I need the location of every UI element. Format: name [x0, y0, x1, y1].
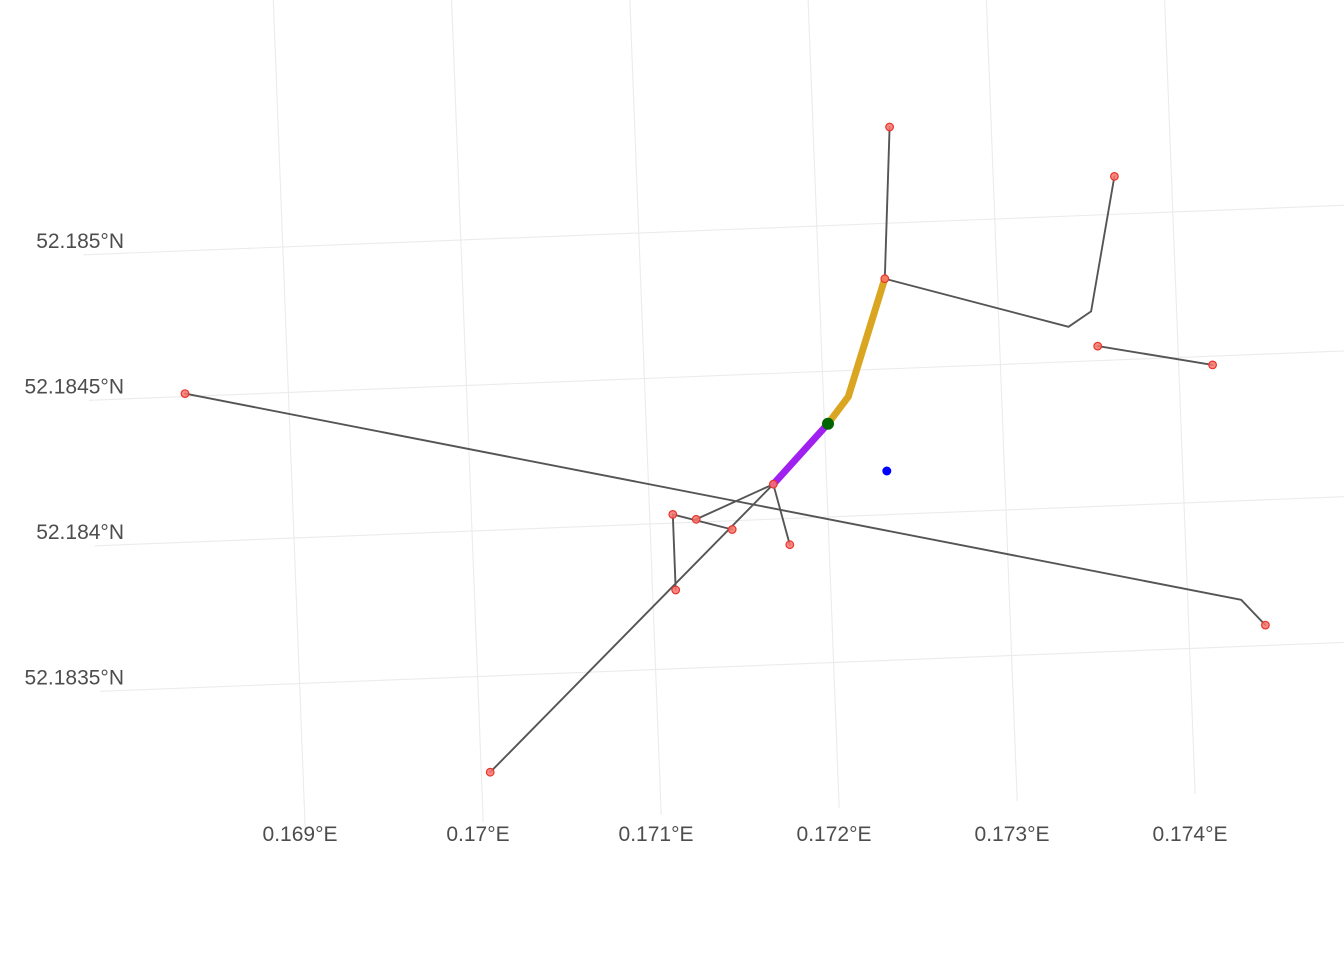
road-edge [489, 483, 775, 774]
meridian-gridline [985, 0, 1018, 802]
snapped-start-point [822, 417, 834, 430]
parallel-gridline [94, 496, 1344, 547]
network-node [727, 525, 737, 534]
meridian-gridline [272, 0, 306, 830]
graticule [83, 0, 1344, 830]
meridian-gridline [807, 0, 840, 809]
x-tick-label: 0.17°E [446, 823, 509, 846]
parallel-gridline [89, 350, 1344, 401]
road-edge [883, 175, 1116, 328]
network-node [180, 389, 190, 399]
network-node [1208, 360, 1217, 370]
network-node [785, 540, 795, 550]
meridian-gridline [629, 0, 662, 816]
meridian-gridline [451, 0, 484, 823]
road-edge [883, 126, 891, 280]
road-network [184, 126, 1267, 774]
query-point [882, 466, 892, 476]
y-tick-label: 52.185°N [36, 230, 124, 253]
network-nodes [180, 122, 1270, 777]
y-tick-label: 52.184°N [36, 521, 124, 544]
network-node [885, 122, 894, 132]
network-node [1260, 620, 1270, 630]
network-node [485, 767, 495, 777]
road-edge [1096, 345, 1214, 366]
x-tick-label: 0.173°E [975, 823, 1050, 846]
parallel-gridline [100, 641, 1344, 692]
route-segment-gold [824, 275, 889, 428]
road-edge [772, 277, 886, 486]
highlight-points [822, 417, 892, 476]
y-tick-label: 52.1835°N [25, 667, 124, 690]
road-edge [184, 392, 1267, 627]
network-node [1109, 171, 1119, 181]
route-segment-purple [769, 420, 832, 488]
road-edge [671, 513, 734, 531]
road-edge [695, 483, 775, 521]
x-tick-label: 0.172°E [797, 823, 872, 846]
x-tick-label: 0.171°E [619, 823, 694, 846]
network-node [691, 514, 701, 524]
y-tick-label: 52.1845°N [25, 376, 124, 399]
network-node [880, 274, 890, 284]
road-edge [671, 513, 677, 591]
network-node [768, 479, 778, 489]
x-axis-tick-labels: 0.169°E 0.17°E 0.171°E 0.172°E 0.173°E 0.174°… [263, 823, 1228, 846]
meridian-gridline [1164, 0, 1196, 795]
parallel-gridline [83, 204, 1344, 256]
network-node [671, 585, 681, 595]
x-tick-label: 0.169°E [263, 823, 338, 846]
network-node [668, 510, 678, 519]
x-tick-label: 0.174°E [1153, 823, 1228, 846]
y-axis-tick-labels: 52.1835°N 52.184°N 52.1845°N 52.185°N [25, 230, 124, 690]
road-edge [772, 483, 791, 546]
route [769, 275, 889, 488]
network-node [1093, 341, 1103, 351]
